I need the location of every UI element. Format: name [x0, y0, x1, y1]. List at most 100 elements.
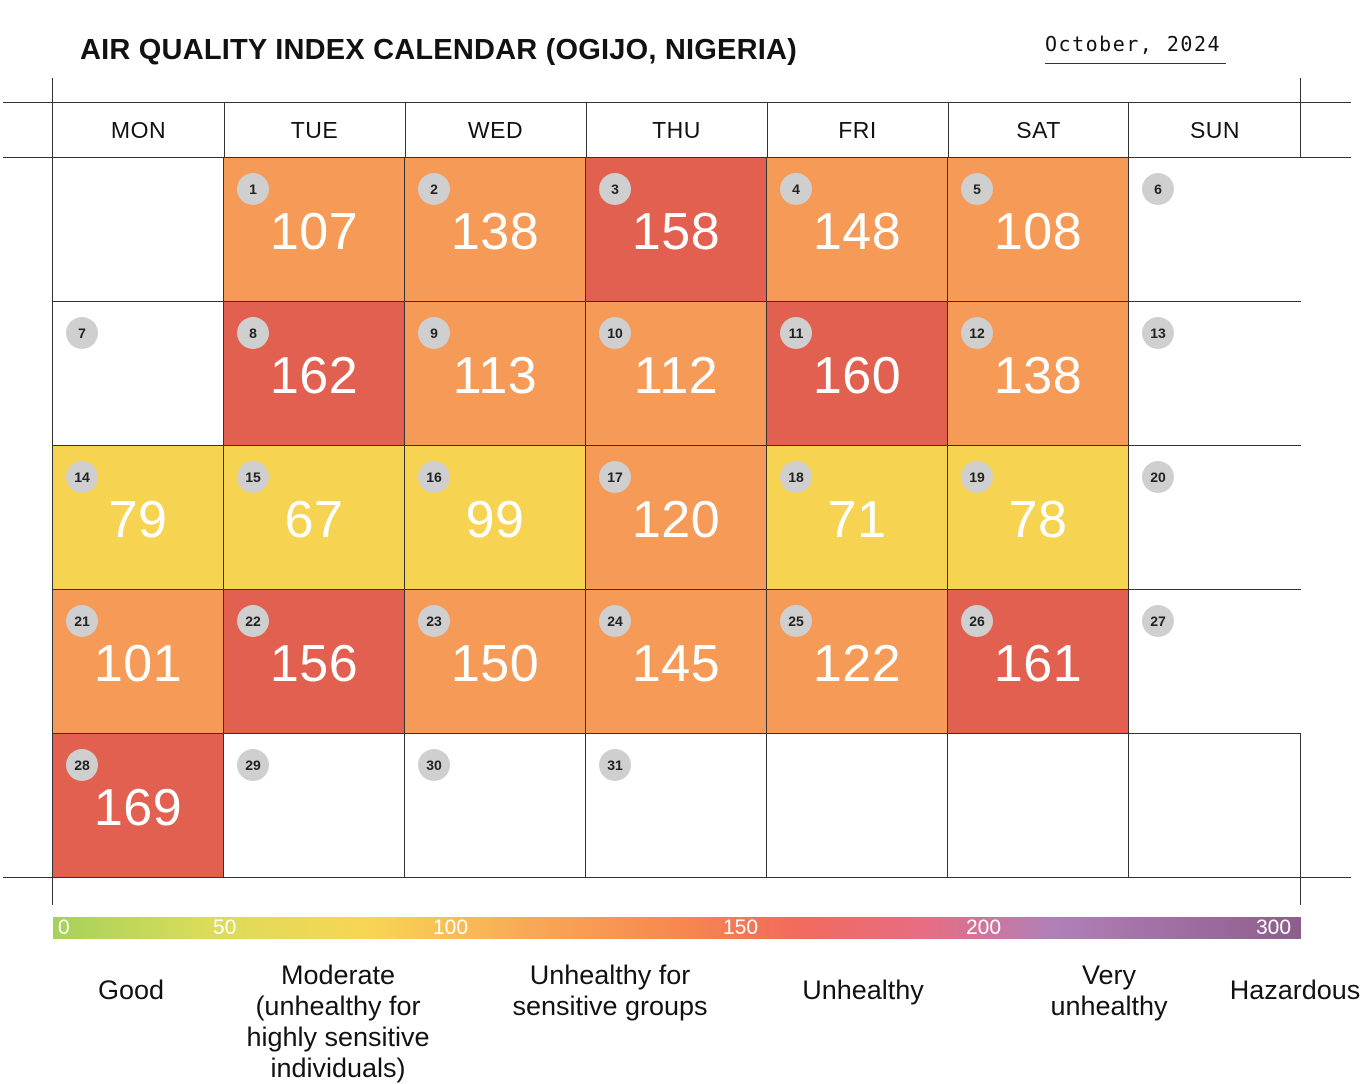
aqi-value: 108: [993, 203, 1083, 261]
scale-tick-100: 100: [433, 916, 469, 939]
aqi-value: 99: [465, 491, 525, 549]
day-number-badge: 2: [418, 173, 450, 205]
day-number-badge: 8: [237, 317, 269, 349]
calendar-cell-mon: 14 79: [53, 446, 224, 590]
aqi-value: 67: [284, 491, 344, 549]
calendar-cell-tue: 29: [224, 734, 405, 878]
calendar-cell-sat: 26 161: [948, 590, 1129, 734]
aqi-value: 101: [93, 635, 183, 693]
calendar-cell-wed: 9 113: [405, 302, 586, 446]
aqi-color-scale: [53, 917, 1301, 939]
calendar-cell-sun: 20: [1129, 446, 1301, 590]
scale-tick-200: 200: [966, 916, 1002, 939]
header-divider: [586, 102, 587, 158]
day-number-badge: 1: [237, 173, 269, 205]
day-number-badge: 19: [961, 461, 993, 493]
aqi-value: 120: [631, 491, 721, 549]
day-number-badge: 4: [780, 173, 812, 205]
calendar-cell-thu: 10 112: [586, 302, 767, 446]
aqi-value: 79: [108, 491, 168, 549]
aqi-value: 160: [812, 347, 902, 405]
category-unhealthy-sensitive: Unhealthy for sensitive groups: [512, 960, 708, 1021]
day-number-badge: 20: [1142, 461, 1174, 493]
day-number-badge: 30: [418, 749, 450, 781]
aqi-value: 148: [812, 203, 902, 261]
day-number-badge: 13: [1142, 317, 1174, 349]
weekday-wed: WED: [467, 117, 524, 143]
weekday-sat: SAT: [1016, 117, 1061, 143]
header-divider: [1128, 102, 1129, 158]
scale-tick-0: 0: [58, 916, 70, 939]
calendar-cell-thu: 17 120: [586, 446, 767, 590]
day-number-badge: 12: [961, 317, 993, 349]
calendar-cell-sun: 13: [1129, 302, 1301, 446]
aqi-value: 107: [269, 203, 359, 261]
calendar-cell-thu: 24 145: [586, 590, 767, 734]
calendar-cell-tue: 22 156: [224, 590, 405, 734]
aqi-value: 138: [450, 203, 540, 261]
header-divider: [767, 102, 768, 158]
scale-tick-150: 150: [723, 916, 759, 939]
day-number-badge: 26: [961, 605, 993, 637]
calendar-cell: [948, 734, 1129, 878]
day-number-badge: 18: [780, 461, 812, 493]
aqi-value: 138: [993, 347, 1083, 405]
day-number-badge: 11: [780, 317, 812, 349]
calendar-cell-fri: 4 148: [767, 158, 948, 302]
day-number-badge: 14: [66, 461, 98, 493]
calendar-cell-fri: 11 160: [767, 302, 948, 446]
header-divider: [224, 102, 225, 158]
calendar-cell-thu: 3 158: [586, 158, 767, 302]
aqi-value: 169: [93, 779, 183, 837]
weekday-mon: MON: [110, 117, 167, 143]
day-number-badge: 28: [66, 749, 98, 781]
day-number-badge: 7: [66, 317, 98, 349]
category-very-unhealthy: Very unhealthy: [1050, 960, 1168, 1021]
day-number-badge: 21: [66, 605, 98, 637]
calendar-cell-mon: 28 169: [53, 734, 224, 878]
calendar-cell-sat: 12 138: [948, 302, 1129, 446]
calendar-cell: [53, 158, 224, 302]
calendar-cell-sun: 27: [1129, 590, 1301, 734]
day-number-badge: 24: [599, 605, 631, 637]
day-number-badge: 16: [418, 461, 450, 493]
calendar-cell-wed: 30: [405, 734, 586, 878]
category-moderate: Moderate (unhealthy for highly sensitive…: [246, 960, 430, 1083]
calendar-cell-wed: 23 150: [405, 590, 586, 734]
aqi-value: 112: [633, 347, 719, 405]
day-number-badge: 23: [418, 605, 450, 637]
day-number-badge: 9: [418, 317, 450, 349]
day-number-badge: 27: [1142, 605, 1174, 637]
day-number-badge: 5: [961, 173, 993, 205]
calendar-cell-mon: 21 101: [53, 590, 224, 734]
aqi-value: 78: [1008, 491, 1068, 549]
calendar-cell-wed: 16 99: [405, 446, 586, 590]
aqi-value: 162: [269, 347, 359, 405]
calendar-cell-thu: 31: [586, 734, 767, 878]
aqi-value: 122: [812, 635, 902, 693]
scale-tick-300: 300: [1256, 916, 1292, 939]
page-title: AIR QUALITY INDEX CALENDAR (OGIJO, NIGER…: [80, 34, 797, 66]
category-unhealthy: Unhealthy: [802, 975, 924, 1005]
weekday-tue: TUE: [290, 117, 339, 143]
calendar-cell-tue: 15 67: [224, 446, 405, 590]
scale-tick-50: 50: [213, 916, 237, 939]
day-number-badge: 15: [237, 461, 269, 493]
aqi-value: 156: [269, 635, 359, 693]
calendar-cell-sat: 19 78: [948, 446, 1129, 590]
header-divider: [405, 102, 406, 158]
header-divider: [948, 102, 949, 158]
day-number-badge: 6: [1142, 173, 1174, 205]
day-number-badge: 10: [599, 317, 631, 349]
category-hazardous: Hazardous: [1229, 975, 1361, 1005]
left-rule: [52, 78, 53, 905]
aqi-value: 150: [450, 635, 540, 693]
top-rule: [3, 102, 1351, 103]
month-label: October, 2024: [1045, 32, 1226, 64]
day-number-badge: 25: [780, 605, 812, 637]
day-number-badge: 3: [599, 173, 631, 205]
header-rule: [3, 157, 1351, 158]
day-number-badge: 29: [237, 749, 269, 781]
calendar-cell: [767, 734, 948, 878]
calendar-cell: [1129, 734, 1301, 878]
